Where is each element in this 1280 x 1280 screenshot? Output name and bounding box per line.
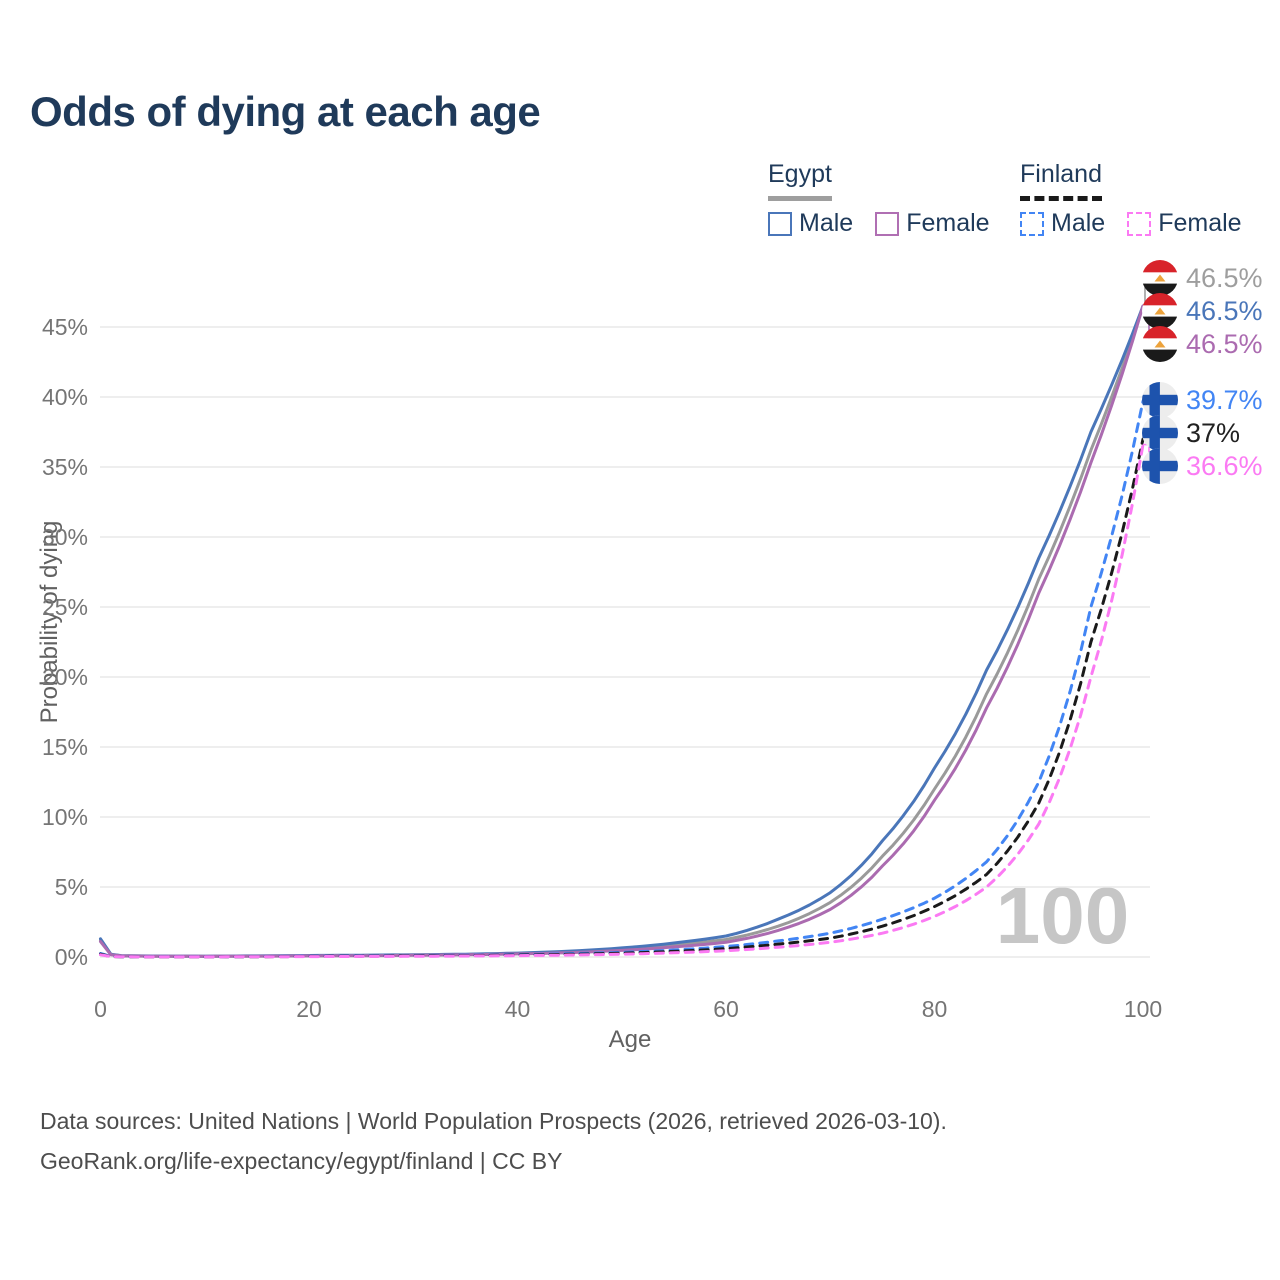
- legend-checkbox-finland-male[interactable]: [1020, 211, 1044, 236]
- value-label-row: 46.5%: [1142, 260, 1263, 296]
- legend-item-label: Male: [799, 209, 854, 237]
- x-tick-label: 20: [296, 996, 322, 1022]
- legend-item-egypt-male[interactable]: Male: [768, 209, 853, 238]
- legend-item-label: Female: [1158, 209, 1242, 237]
- footer-source-line2: GeoRank.org/life-expectancy/egypt/finlan…: [40, 1148, 563, 1174]
- finland-flag-icon: [1142, 415, 1178, 451]
- series-line-finland-both[interactable]: [99, 437, 1145, 959]
- x-tick-label: 40: [504, 996, 531, 1022]
- value-label-row: 46.5%: [1142, 293, 1263, 329]
- legend-group-finland: Finland Male Female: [1020, 160, 1242, 238]
- finland-flag-icon: [1142, 448, 1178, 484]
- x-tick-label: 80: [921, 996, 948, 1022]
- series-line-egypt-both[interactable]: [99, 304, 1145, 958]
- value-label-row: 46.5%: [1142, 326, 1263, 362]
- egypt-flag-icon: [1142, 293, 1178, 329]
- y-tick-label: 20%: [41, 664, 88, 690]
- series-line-egypt-female[interactable]: [99, 304, 1145, 958]
- value-label-row: 39.7%: [1142, 382, 1263, 418]
- legend-item-label: Female: [906, 209, 990, 237]
- legend-row-egypt: Male Female: [768, 209, 990, 238]
- series-line-egypt-male[interactable]: [99, 304, 1145, 958]
- x-tick-label: 100: [1123, 996, 1163, 1022]
- legend-item-finland-male[interactable]: Male: [1020, 209, 1105, 238]
- y-tick-label: 45%: [41, 314, 88, 340]
- legend-item-label: Male: [1051, 209, 1106, 237]
- value-label: 46.5%: [1186, 328, 1263, 359]
- y-tick-label: 10%: [41, 804, 88, 830]
- finland-flag-icon: [1142, 382, 1178, 418]
- legend-row-finland: Male Female: [1020, 209, 1242, 238]
- legend-item-finland-female[interactable]: Female: [1127, 209, 1242, 238]
- egypt-flag-icon: [1142, 260, 1178, 296]
- legend-checkbox-egypt-female[interactable]: [875, 211, 900, 236]
- x-axis-title: Age: [608, 1026, 652, 1053]
- x-tick-label: 0: [94, 996, 107, 1022]
- y-tick-label: 0%: [54, 944, 88, 970]
- value-label: 46.5%: [1186, 295, 1263, 326]
- value-label: 37%: [1186, 417, 1241, 448]
- value-label: 36.6%: [1186, 450, 1263, 481]
- y-tick-label: 40%: [41, 384, 88, 410]
- legend-checkbox-finland-female[interactable]: [1127, 211, 1152, 236]
- y-tick-label: 15%: [41, 734, 88, 760]
- watermark-age: 100: [995, 871, 1130, 960]
- legend-group-egypt: Egypt Male Female: [768, 160, 990, 238]
- chart-title: Odds of dying at each age: [30, 88, 541, 135]
- value-label-row: 37%: [1142, 415, 1240, 451]
- value-label-row: 36.6%: [1142, 448, 1263, 484]
- value-label: 39.7%: [1186, 384, 1263, 415]
- legend-country-label-finland: Finland: [1020, 160, 1102, 201]
- y-tick-label: 25%: [41, 594, 88, 620]
- egypt-flag-icon: [1142, 326, 1178, 362]
- value-label: 46.5%: [1186, 262, 1263, 293]
- x-tick-label: 60: [713, 996, 739, 1022]
- y-tick-label: 35%: [41, 454, 88, 480]
- series-line-finland-female[interactable]: [99, 443, 1145, 959]
- y-tick-label: 30%: [41, 524, 88, 550]
- y-tick-label: 5%: [54, 874, 88, 900]
- legend-item-egypt-female[interactable]: Female: [875, 209, 990, 238]
- legend-country-label-egypt: Egypt: [768, 160, 832, 201]
- legend-checkbox-egypt-male[interactable]: [768, 211, 792, 236]
- footer-source-line1: Data sources: United Nations | World Pop…: [40, 1108, 947, 1134]
